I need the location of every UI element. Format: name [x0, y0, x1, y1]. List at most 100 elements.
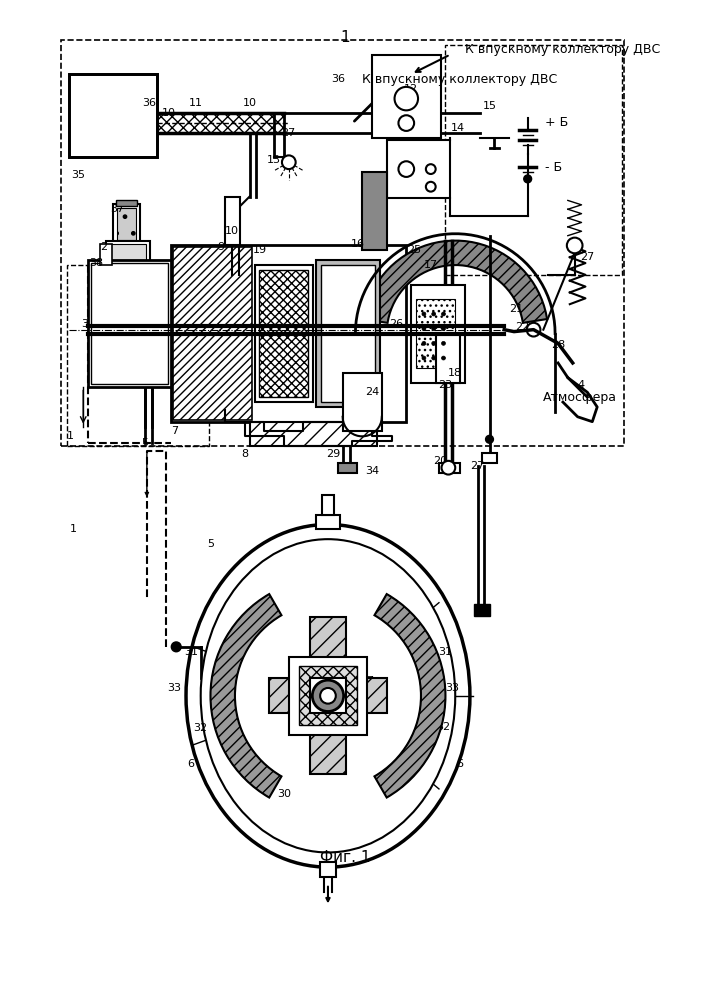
Text: 31: 31: [438, 647, 452, 657]
Circle shape: [442, 312, 445, 316]
Bar: [110, 244, 146, 262]
Bar: [481, 453, 497, 463]
Bar: [91, 263, 168, 384]
Bar: [88, 260, 171, 387]
Text: 10: 10: [161, 108, 175, 118]
Bar: [320, 862, 336, 877]
Text: 27: 27: [580, 252, 595, 262]
Circle shape: [432, 356, 436, 360]
Wedge shape: [375, 594, 445, 798]
Bar: [298, 666, 357, 725]
Text: К впускному коллектору ДВС: К впускному коллектору ДВС: [362, 73, 558, 86]
Text: 7: 7: [366, 676, 373, 686]
Circle shape: [442, 327, 445, 331]
Circle shape: [442, 356, 445, 360]
Bar: [250, 422, 377, 446]
Text: 33: 33: [445, 683, 460, 693]
Text: 4: 4: [577, 380, 584, 390]
Text: 16: 16: [351, 239, 364, 249]
Polygon shape: [363, 241, 547, 323]
Text: 6: 6: [187, 759, 194, 769]
Text: 38: 38: [89, 258, 103, 268]
Bar: [69, 74, 157, 157]
Text: 1: 1: [70, 524, 77, 534]
Bar: [411, 285, 465, 383]
Text: 24: 24: [365, 387, 379, 397]
Bar: [171, 245, 407, 422]
Text: Фиг. 1: Фиг. 1: [320, 850, 371, 865]
Text: 34: 34: [365, 466, 379, 476]
Circle shape: [432, 312, 436, 316]
Text: 21: 21: [509, 304, 523, 314]
Text: 9: 9: [218, 242, 225, 252]
Circle shape: [422, 327, 426, 331]
Circle shape: [395, 87, 418, 110]
Circle shape: [312, 680, 344, 711]
Text: 32: 32: [194, 723, 208, 733]
Text: 35: 35: [71, 170, 86, 180]
Bar: [474, 604, 489, 616]
Text: - Б: - Б: [545, 161, 563, 174]
Text: 22: 22: [515, 322, 529, 332]
Text: 13: 13: [267, 155, 281, 165]
Circle shape: [320, 688, 336, 704]
Text: 32: 32: [436, 722, 450, 732]
Bar: [69, 74, 157, 157]
Bar: [310, 678, 346, 713]
Bar: [338, 463, 357, 473]
Text: 6: 6: [457, 759, 464, 769]
Circle shape: [567, 238, 583, 253]
Text: 5: 5: [207, 539, 214, 549]
Circle shape: [171, 642, 181, 652]
Circle shape: [442, 341, 445, 345]
Circle shape: [442, 461, 455, 475]
Text: 7: 7: [170, 426, 178, 436]
Text: 8: 8: [241, 449, 248, 459]
Bar: [387, 140, 450, 198]
Ellipse shape: [201, 539, 455, 852]
Text: 15: 15: [482, 101, 496, 111]
Text: 36: 36: [142, 98, 156, 108]
Circle shape: [422, 341, 426, 345]
Text: 5: 5: [141, 438, 148, 448]
Text: 1: 1: [67, 431, 74, 441]
Circle shape: [282, 155, 296, 169]
Bar: [157, 113, 284, 133]
Bar: [436, 334, 460, 383]
Circle shape: [432, 327, 436, 331]
Text: 2: 2: [100, 242, 107, 252]
Bar: [343, 373, 382, 431]
Bar: [115, 200, 137, 206]
Text: 27: 27: [469, 461, 484, 471]
Wedge shape: [211, 594, 281, 798]
Bar: [61, 40, 624, 446]
Text: 37: 37: [110, 204, 124, 214]
Circle shape: [422, 312, 426, 316]
Text: 26: 26: [390, 319, 404, 329]
Text: 28: 28: [551, 340, 565, 350]
Circle shape: [527, 323, 540, 337]
Text: 10: 10: [243, 98, 257, 108]
Circle shape: [399, 161, 414, 177]
Text: 25: 25: [407, 245, 421, 255]
Bar: [445, 45, 621, 275]
Text: 18: 18: [448, 368, 462, 378]
Bar: [322, 495, 334, 515]
Text: 33: 33: [168, 683, 181, 693]
Text: 17: 17: [423, 260, 438, 270]
Text: 1: 1: [341, 30, 351, 45]
Text: 20: 20: [433, 456, 448, 466]
Text: 11: 11: [189, 98, 203, 108]
Bar: [100, 244, 112, 265]
Text: К впускному коллектору ДВС: К впускному коллектору ДВС: [465, 43, 660, 56]
Text: 14: 14: [451, 123, 465, 133]
Circle shape: [432, 341, 436, 345]
Bar: [438, 463, 460, 473]
Bar: [416, 299, 455, 368]
Text: 3: 3: [81, 319, 88, 329]
Bar: [225, 197, 240, 245]
Ellipse shape: [186, 524, 470, 867]
Bar: [321, 265, 375, 402]
Bar: [66, 265, 209, 446]
Text: 27: 27: [281, 128, 295, 138]
